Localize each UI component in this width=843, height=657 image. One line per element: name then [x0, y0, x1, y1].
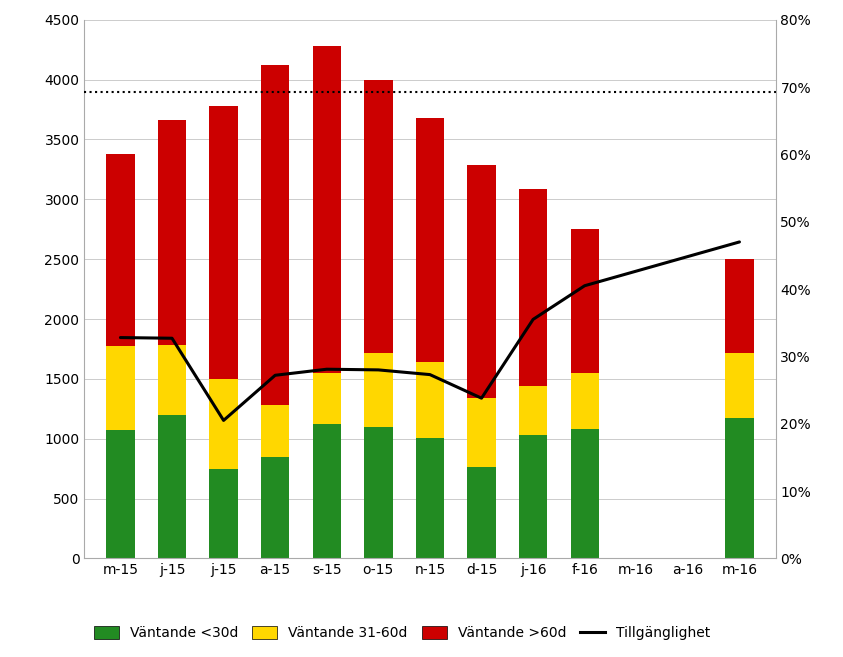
Tillgänglighet	[270, 371, 280, 379]
Tillgänglighet	[167, 334, 177, 342]
Bar	[519, 386, 547, 435]
Tillgänglighet	[322, 365, 332, 373]
Bar	[571, 373, 599, 429]
Line: Tillgänglighet: Tillgänglighet	[121, 242, 739, 420]
Bar	[158, 346, 186, 415]
Bar	[364, 79, 393, 353]
Bar	[106, 346, 135, 430]
Tillgänglighet	[476, 394, 486, 402]
Bar	[313, 373, 341, 424]
Bar	[313, 46, 341, 373]
Bar	[209, 468, 238, 558]
Legend: Väntande <30d, Väntande 31-60d, Väntande >60d, Tillgänglighet: Väntande <30d, Väntande 31-60d, Väntande…	[87, 620, 717, 647]
Bar	[571, 229, 599, 373]
Tillgänglighet	[528, 315, 538, 323]
Tillgänglighet	[115, 334, 126, 342]
Bar	[261, 405, 289, 457]
Bar	[467, 398, 496, 468]
Bar	[725, 353, 754, 418]
Bar	[416, 362, 444, 438]
Bar	[158, 415, 186, 558]
Bar	[364, 427, 393, 558]
Bar	[106, 154, 135, 346]
Bar	[467, 468, 496, 558]
Bar	[725, 418, 754, 558]
Bar	[571, 429, 599, 558]
Tillgänglighet	[218, 417, 228, 424]
Tillgänglighet	[734, 238, 744, 246]
Bar	[313, 424, 341, 558]
Bar	[364, 353, 393, 427]
Bar	[519, 189, 547, 386]
Bar	[519, 435, 547, 558]
Tillgänglighet	[580, 282, 590, 290]
Tillgänglighet	[373, 366, 384, 374]
Bar	[416, 438, 444, 558]
Bar	[261, 457, 289, 558]
Bar	[209, 379, 238, 468]
Bar	[725, 259, 754, 353]
Bar	[106, 430, 135, 558]
Bar	[261, 65, 289, 405]
Bar	[416, 118, 444, 362]
Tillgänglighet	[425, 371, 435, 378]
Bar	[467, 164, 496, 398]
Bar	[158, 120, 186, 346]
Bar	[209, 106, 238, 379]
